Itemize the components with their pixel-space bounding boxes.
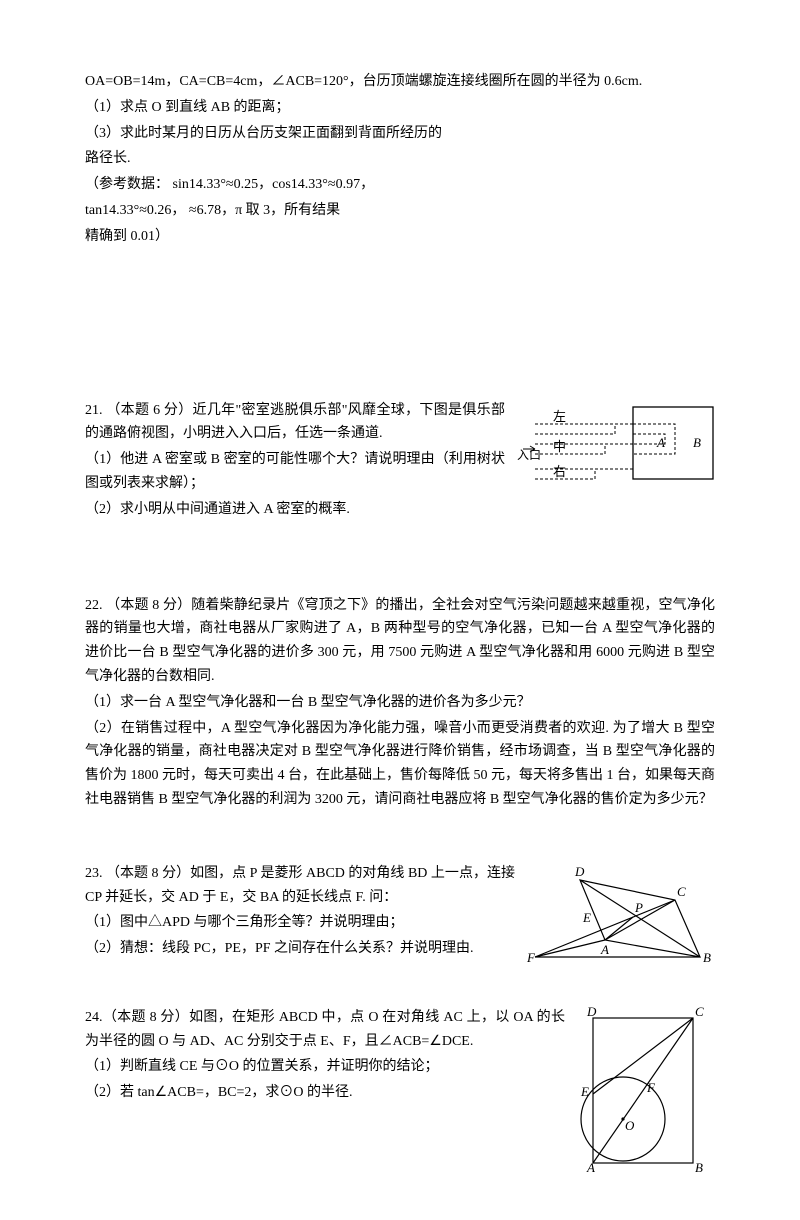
q24-A: A — [586, 1160, 595, 1175]
q21: A B 左 中 右 入口 21. （本题 6 分 — [85, 399, 715, 524]
q22-p2: （2）在销售过程中，A 型空气净化器因为净化能力强，噪音小而更受消费者的欢迎. … — [85, 717, 715, 812]
gap-after-q20 — [85, 279, 715, 399]
q23-C: C — [677, 884, 686, 899]
q24: D C B A E F O 24.（本题 8 分）如图，在矩形 ABCD 中，点… — [85, 1006, 715, 1180]
q21-label-A: A — [656, 435, 665, 450]
q24-B: B — [695, 1160, 703, 1175]
q22: 22. （本题 8 分）随着柴静纪录片《穹顶之下》的播出，全社会对空气污染问题越… — [85, 594, 715, 812]
q20-tail: OA=OB=14m，CA=CB=4cm，∠ACB=120°，台历顶端螺旋连接线圈… — [85, 70, 715, 249]
q20-l4: 路径长. — [85, 147, 715, 171]
q20-l3: （3）求此时某月的日历从台历支架正面翻到背面所经历的 — [85, 122, 715, 146]
q23-figure: D C B A F E P — [525, 862, 715, 972]
q24-C: C — [695, 1006, 704, 1019]
q20-l1: OA=OB=14m，CA=CB=4cm，∠ACB=120°，台历顶端螺旋连接线圈… — [85, 70, 715, 94]
page-root: OA=OB=14m，CA=CB=4cm，∠ACB=120°，台历顶端螺旋连接线圈… — [0, 0, 800, 1220]
q22-head: 22. （本题 8 分）随着柴静纪录片《穹顶之下》的播出，全社会对空气污染问题越… — [85, 594, 715, 689]
q24-E: E — [580, 1084, 589, 1099]
gap-after-q22 — [85, 842, 715, 862]
q20-l6: tan14.33°≈0.26， ≈6.78，π 取 3，所有结果 — [85, 199, 715, 223]
q20-l7: 精确到 0.01） — [85, 225, 715, 249]
q21-label-mid: 中 — [553, 439, 566, 454]
gap-after-q21 — [85, 554, 715, 594]
q24-O: O — [625, 1118, 635, 1133]
q24-F: F — [646, 1080, 656, 1095]
q21-label-B: B — [693, 435, 701, 450]
q23-B: B — [703, 950, 711, 965]
q23-E: E — [582, 910, 591, 925]
q23-A: A — [600, 942, 609, 957]
q24-D: D — [586, 1006, 597, 1019]
q24-figure: D C B A E F O — [575, 1006, 715, 1176]
q20-l2: （1）求点 O 到直线 AB 的距离； — [85, 96, 715, 120]
q21-label-left: 左 — [553, 409, 566, 424]
q21-label-entry: 入口 — [517, 448, 541, 462]
q22-p1: （1）求一台 A 型空气净化器和一台 B 型空气净化器的进价各为多少元？ — [85, 691, 715, 715]
q23-P: P — [634, 900, 643, 915]
q23-F: F — [526, 950, 536, 965]
q20-l5: （参考数据： sin14.33°≈0.25，cos14.33°≈0.97， — [85, 173, 715, 197]
q21-figure: A B 左 中 右 入口 — [515, 399, 715, 509]
q21-label-right: 右 — [553, 464, 566, 479]
q23: D C B A F E P 23. （本题 8 分）如图，点 P 是菱形 ABC… — [85, 862, 715, 976]
q23-D: D — [574, 864, 585, 879]
